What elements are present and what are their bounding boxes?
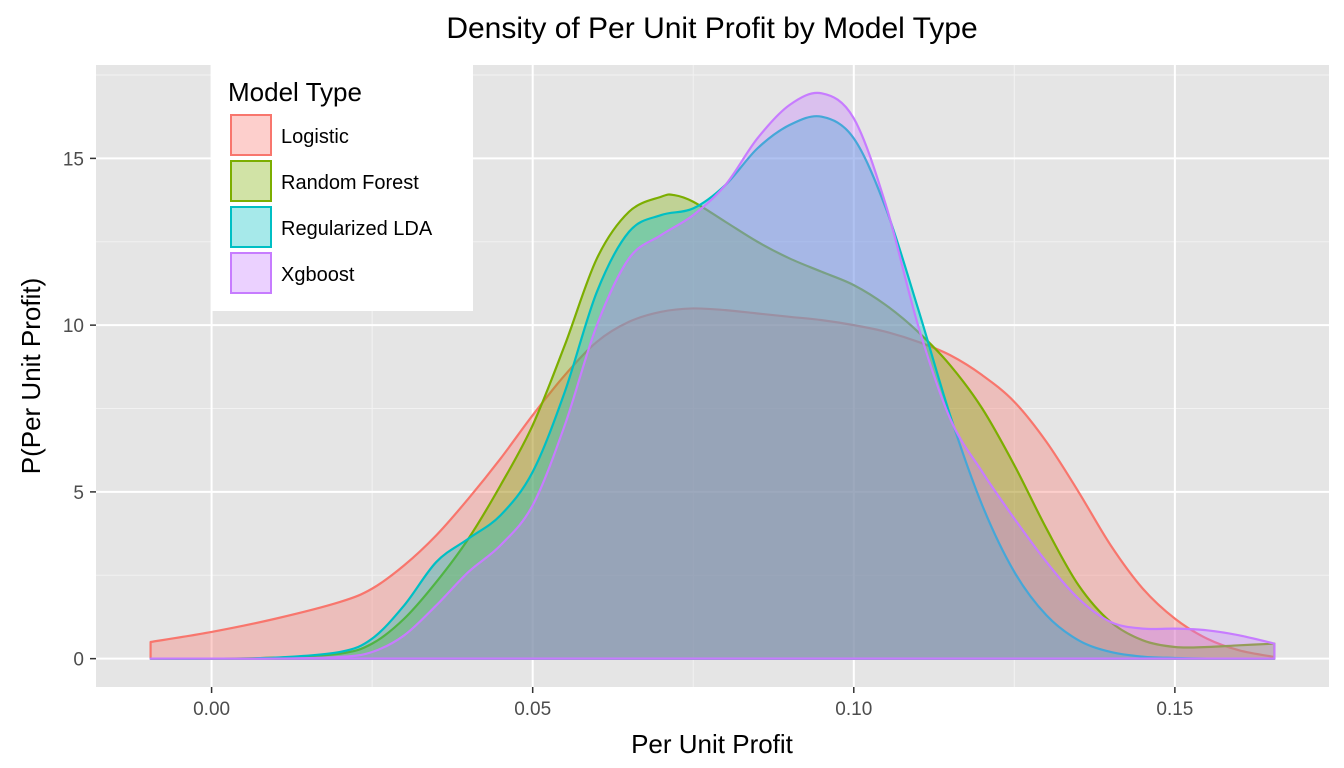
legend-key-swatch bbox=[230, 160, 272, 202]
density-series bbox=[149, 91, 1276, 660]
legend-key-swatch bbox=[230, 114, 272, 156]
x-tick-label: 0.15 bbox=[1156, 699, 1193, 720]
legend-key-swatch bbox=[230, 252, 272, 294]
legend-item: Logistic bbox=[230, 114, 349, 156]
legend-title: Model Type bbox=[228, 77, 362, 107]
density-area-random-forest bbox=[149, 193, 1276, 660]
x-axis-title: Per Unit Profit bbox=[631, 729, 794, 759]
legend-label: Random Forest bbox=[281, 172, 419, 194]
density-area-regularized-lda bbox=[149, 115, 1276, 660]
y-axis-title: P(Per Unit Profit) bbox=[16, 278, 46, 475]
legend-key-background bbox=[230, 252, 272, 294]
y-tick-label: 5 bbox=[73, 483, 84, 504]
chart-title: Density of Per Unit Profit by Model Type bbox=[446, 12, 977, 45]
y-tick-label: 10 bbox=[63, 316, 84, 337]
density-area-logistic bbox=[149, 307, 1276, 660]
x-tick-label: 0.05 bbox=[514, 699, 551, 720]
grid-lines bbox=[96, 65, 1329, 687]
legend-item: Random Forest bbox=[230, 160, 419, 202]
x-tick-label: 0.00 bbox=[193, 699, 230, 720]
legend-label: Logistic bbox=[281, 126, 349, 148]
legend-key-background bbox=[230, 160, 272, 202]
legend-key-swatch bbox=[230, 206, 272, 248]
legend-label: Xgboost bbox=[281, 264, 355, 286]
density-area-xgboost bbox=[149, 91, 1276, 660]
legend-key-background bbox=[230, 206, 272, 248]
x-tick-label: 0.10 bbox=[835, 699, 872, 720]
legend-item: Xgboost bbox=[230, 252, 355, 294]
legend: Model Type Logistic Random Forest Regulari… bbox=[212, 65, 473, 311]
legend-label: Regularized LDA bbox=[281, 218, 433, 240]
y-tick-label: 0 bbox=[73, 650, 84, 671]
legend-key-background bbox=[230, 114, 272, 156]
axes: 0.00 0.05 0.10 0.15 0 5 10 15 bbox=[63, 149, 1194, 720]
legend-item: Regularized LDA bbox=[230, 206, 433, 248]
y-tick-label: 15 bbox=[63, 149, 84, 170]
legend-items: Logistic Random Forest Regularized LDA Xgbo… bbox=[230, 114, 433, 294]
